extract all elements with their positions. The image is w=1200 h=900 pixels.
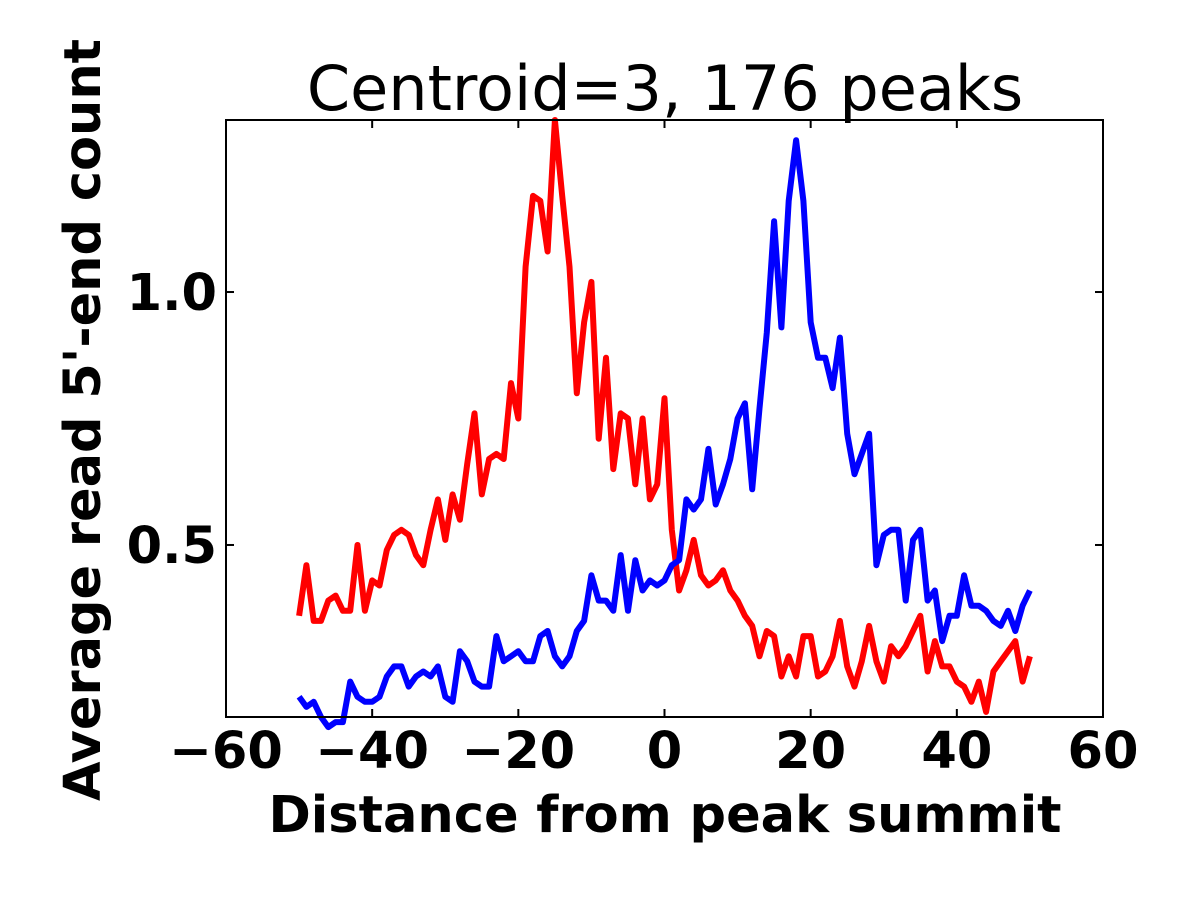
chart-title: Centroid=3, 176 peaks: [307, 52, 1023, 125]
x-tick-label: −20: [461, 722, 575, 781]
x-tick-label: 0: [647, 722, 683, 781]
series-line-blue: [296, 137, 1033, 731]
x-tick-label: −40: [315, 722, 429, 781]
x-tick-label: 60: [1068, 722, 1139, 781]
y-axis-label: Average read 5'-end count: [54, 39, 113, 801]
series-layer: [296, 117, 1033, 731]
x-tick-label: −60: [169, 722, 283, 781]
x-tick-label: 20: [775, 722, 846, 781]
series-line-red: [296, 117, 1033, 715]
y-tick-label: 1.0: [127, 264, 217, 323]
x-axis-label: Distance from peak summit: [268, 786, 1061, 845]
x-axis-ticks: −60 −40 −20 0 20 40 60: [169, 120, 1138, 781]
y-axis-ticks: 0.5 1.0: [127, 264, 1103, 576]
y-tick-label: 0.5: [127, 517, 217, 576]
x-tick-label: 40: [921, 722, 992, 781]
